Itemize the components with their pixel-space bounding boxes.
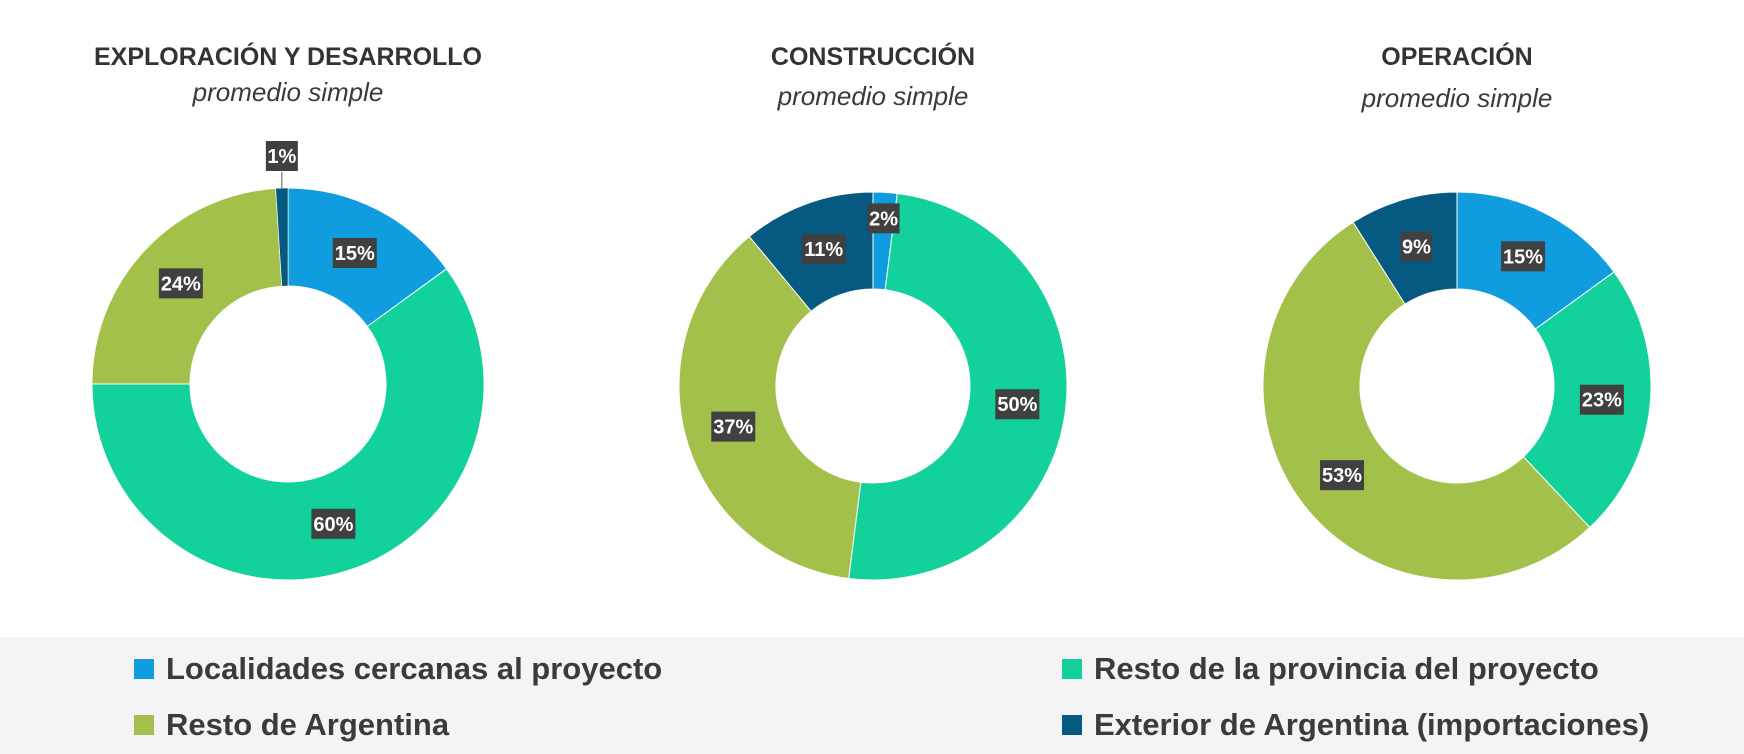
donut-chart-3: OPERACIÓN promedio simple 15% 23% 53% 9% (1262, 41, 1652, 581)
slice-resto-argentina (678, 235, 862, 580)
legend-swatch-resto-provincia (1062, 659, 1082, 679)
data-label-box (158, 268, 203, 299)
data-label-resto-argentina: 53% (1322, 465, 1362, 487)
data-label-exterior: 1% (267, 146, 296, 168)
legend-item-resto-argentina: Resto de Argentina (134, 707, 449, 743)
data-label-box (711, 411, 756, 442)
chart-subtitle: promedio simple (1361, 83, 1553, 113)
legend-swatch-exterior (1062, 715, 1082, 735)
donut-chart-1: EXPLORACIÓN Y DESARROLLO promedio simple 1… (91, 41, 485, 581)
data-label-box (311, 508, 356, 539)
legend-label-exterior: Exterior de Argentina (importaciones) (1094, 707, 1650, 742)
data-label-exterior: 11% (804, 239, 843, 261)
chart-title: OPERACIÓN (1381, 41, 1532, 71)
chart-title: EXPLORACIÓN Y DESARROLLO (94, 41, 482, 71)
slice-resto-argentina (1262, 221, 1591, 581)
legend-swatch-localidades (134, 659, 154, 679)
data-label-box (1320, 460, 1365, 491)
chart-title: CONSTRUCCIÓN (771, 41, 975, 71)
legend-label-localidades: Localidades cercanas al proyecto (166, 651, 663, 686)
data-label-localidades: 2% (869, 208, 898, 230)
chart-subtitle: promedio simple (192, 77, 384, 107)
chart-legend: Localidades cercanas al proyecto Resto d… (0, 637, 1744, 754)
legend-item-localidades: Localidades cercanas al proyecto (134, 651, 662, 687)
data-label-box (1501, 241, 1546, 272)
chart-subtitle: promedio simple (777, 81, 969, 111)
donut-chart-2: CONSTRUCCIÓN promedio simple 2% 50% 37% 11% (678, 41, 1068, 581)
legend-item-exterior: Exterior de Argentina (importaciones) (1062, 707, 1649, 743)
data-label-box (1579, 384, 1624, 415)
legend-label-resto-argentina: Resto de Argentina (166, 707, 450, 742)
data-label-box (801, 234, 846, 265)
data-label-localidades: 15% (335, 243, 375, 265)
slice-resto-provincia (848, 192, 1068, 581)
data-label-resto-argentina: 24% (161, 273, 201, 295)
data-label-resto-provincia: 60% (313, 514, 353, 536)
data-label-box (332, 238, 377, 269)
slice-exterior (275, 187, 289, 287)
data-label-localidades: 15% (1503, 246, 1543, 268)
legend-swatch-resto-argentina (134, 715, 154, 735)
legend-item-resto-provincia: Resto de la provincia del proyecto (1062, 651, 1599, 687)
data-label-box (265, 141, 298, 171)
slice-resto-provincia (91, 268, 485, 581)
legend-label-resto-provincia: Resto de la provincia del proyecto (1094, 651, 1599, 686)
data-label-resto-argentina: 37% (713, 417, 753, 439)
donut-charts: EXPLORACIÓN Y DESARROLLO promedio simple 1… (91, 41, 1652, 581)
data-label-exterior: 9% (1402, 236, 1431, 258)
data-label-resto-provincia: 23% (1582, 390, 1622, 412)
data-label-resto-provincia: 50% (997, 394, 1037, 416)
data-label-box (1400, 231, 1433, 262)
data-label-box (867, 203, 900, 234)
data-label-box (995, 389, 1040, 420)
